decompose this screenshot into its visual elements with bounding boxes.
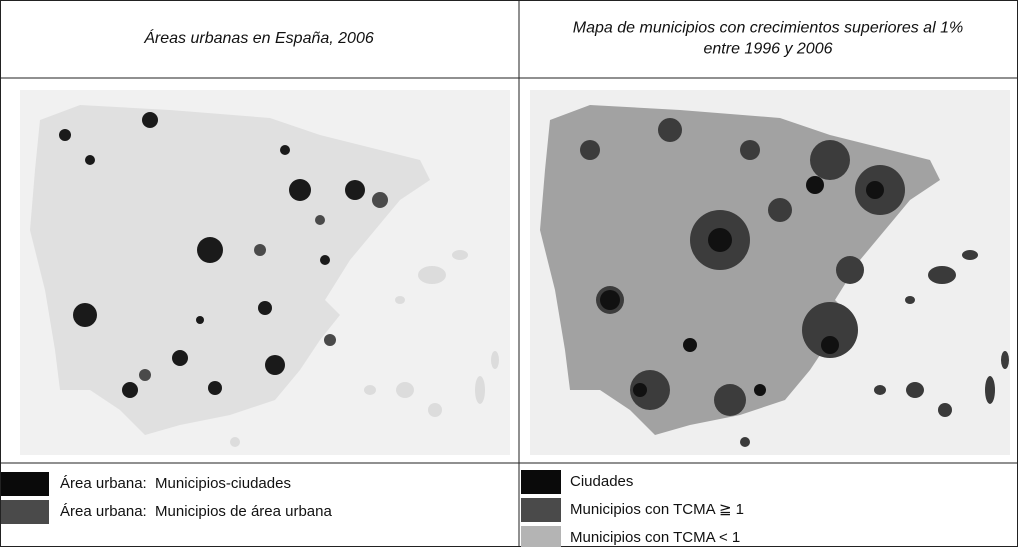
legend-label: Área urbana: Municipios de área urbana xyxy=(60,503,332,520)
legend-label: Municipios con TCMA < 1 xyxy=(570,529,740,546)
legend-label: Área urbana: Municipios-ciudades xyxy=(60,475,291,492)
map-right xyxy=(530,90,1010,455)
legend-swatch xyxy=(1,500,49,524)
legend-label: Ciudades xyxy=(570,473,633,490)
legend-swatch xyxy=(521,498,561,522)
legend-swatch xyxy=(1,472,49,496)
map-left xyxy=(20,90,510,455)
panel-title: Mapa de municipios con crecimientos supe… xyxy=(573,20,963,37)
panel-title: entre 1996 y 2006 xyxy=(704,41,833,58)
legend-swatch xyxy=(521,470,561,494)
panel-title: Áreas urbanas en España, 2006 xyxy=(143,28,374,47)
legend-swatch xyxy=(521,526,561,547)
legend-label: Municipios con TCMA ≧ 1 xyxy=(570,501,744,518)
